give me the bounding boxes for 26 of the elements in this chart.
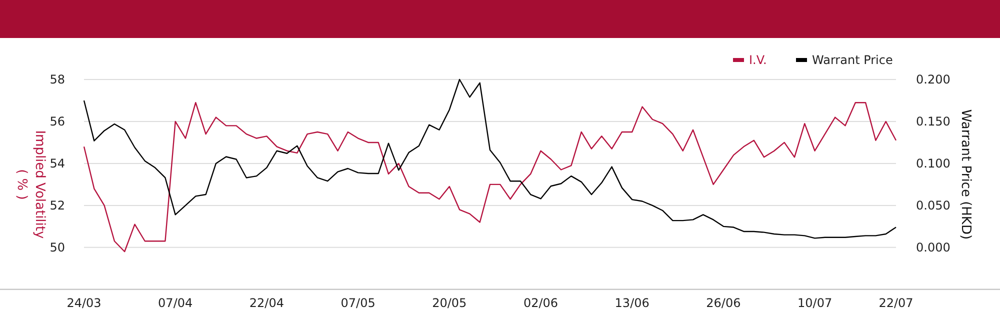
legend-label: Warrant Price: [812, 53, 893, 67]
x-tick-label: 26/06: [706, 296, 741, 310]
y-tick-label: 58: [50, 72, 65, 86]
x-tick-label: 10/07: [798, 296, 832, 310]
x-tick-label: 22/04: [249, 296, 284, 310]
y-tick-label: 52: [50, 198, 65, 212]
y2-tick-label: 0.050: [916, 198, 950, 212]
line-series: [83, 78, 897, 239]
y2-tick-label: 0.200: [916, 72, 950, 86]
x-tick-label: 07/05: [340, 296, 376, 310]
y-tick-label: 50: [50, 240, 65, 254]
line-series: [83, 102, 897, 252]
x-tick-label: 24/03: [66, 296, 102, 310]
x-tick-label: 07/04: [158, 296, 193, 310]
y-axis-title: Implied Volatility ( % ): [14, 130, 47, 239]
y2-axis-title: Warrant Price (HKD): [958, 109, 973, 240]
y2-tick-label: 0.000: [916, 240, 950, 254]
y-tick-label: 56: [50, 114, 65, 128]
x-tick-label: 20/05: [432, 296, 467, 310]
x-tick-label: 22/07: [878, 296, 914, 310]
y2-tick-label: 0.150: [916, 114, 950, 128]
y2-tick-label: 0.100: [916, 156, 950, 170]
x-tick-label: 02/06: [523, 296, 558, 310]
x-tick-label: 13/06: [614, 296, 650, 310]
y-tick-label: 54: [50, 156, 65, 170]
legend-label: I.V.: [749, 53, 767, 67]
